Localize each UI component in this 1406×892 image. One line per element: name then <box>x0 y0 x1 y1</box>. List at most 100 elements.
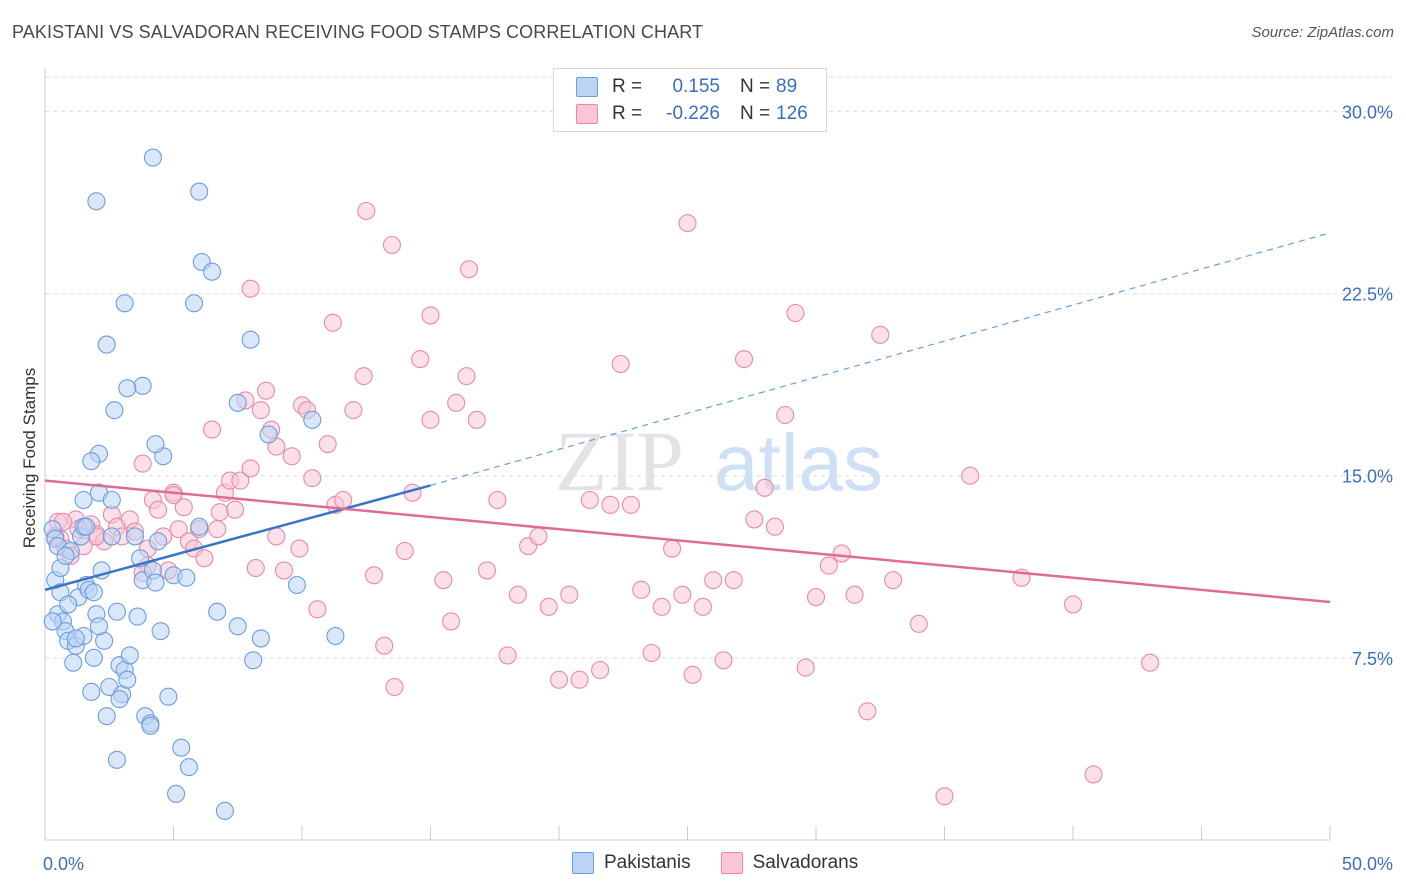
legend-r-label: R = <box>612 103 643 124</box>
legend-n-label: N = <box>740 103 771 124</box>
salvadoran-point <box>303 469 322 488</box>
x-tick-label: 50.0% <box>1342 854 1393 874</box>
pakistani-point <box>287 575 306 595</box>
pakistani-point <box>241 330 260 349</box>
pakistani-point <box>143 148 162 167</box>
salvadoran-point <box>195 549 214 568</box>
salvadoran-point <box>282 447 301 466</box>
pakistani-point <box>141 716 160 735</box>
legend-item-pakistanis[interactable]: Pakistanis <box>572 852 691 874</box>
salvadoran-point <box>884 571 903 590</box>
pakistani-point <box>128 607 147 626</box>
pakistani-point <box>115 294 134 313</box>
salvadoran-point <box>765 517 784 536</box>
salvadoran-point <box>632 580 651 599</box>
pakistani-point <box>228 393 247 412</box>
pakistani-point <box>77 517 96 536</box>
legend-r-value: 0.155 <box>672 76 720 97</box>
salvadoran-point <box>421 306 440 325</box>
chart-title: PAKISTANI VS SALVADORAN RECEIVING FOOD S… <box>12 22 704 42</box>
salvadoran-point <box>549 670 569 689</box>
salvadoran-point <box>704 571 723 590</box>
pakistani-point <box>179 758 198 777</box>
salvadoran-point <box>459 260 479 279</box>
pakistani-point <box>177 568 196 587</box>
salvadoran-point <box>246 558 265 578</box>
legend-item-salvadorans[interactable]: Salvadorans <box>720 852 858 874</box>
salvadoran-point <box>683 665 702 684</box>
salvadoran-point <box>256 381 276 400</box>
y-tick-label: 7.5% <box>1352 649 1393 669</box>
salvadoran-point <box>858 702 877 721</box>
salvadoran-point <box>508 585 527 604</box>
pakistani-point <box>102 527 121 546</box>
y-tick-label: 15.0% <box>1342 467 1393 487</box>
salvadoran-point <box>395 541 414 561</box>
salvadoran-point <box>678 214 697 233</box>
salvadoran-point <box>663 539 682 558</box>
pakistani-point <box>159 687 178 706</box>
legend-swatch-pakistanis <box>576 77 598 97</box>
salvadoran-point <box>776 405 795 425</box>
watermark-atlas: atlas <box>714 418 883 507</box>
salvadoran-point <box>580 490 599 510</box>
salvadoran-point <box>724 571 743 590</box>
salvadoran-point <box>149 500 168 519</box>
pakistani-point <box>87 192 106 211</box>
pakistani-point <box>228 617 247 636</box>
legend-r-value: -0.226 <box>666 103 720 124</box>
pakistani-point <box>107 750 127 769</box>
pakistani-point <box>66 629 85 648</box>
salvadoran-point <box>745 510 764 529</box>
pakistani-point <box>89 617 109 636</box>
salvadoran-point <box>323 313 342 332</box>
pakistani-point <box>203 262 222 281</box>
salvadoran-point <box>819 556 838 575</box>
salvadoran-point <box>267 527 286 546</box>
salvadoran-point <box>318 435 337 454</box>
pakistani-point <box>190 517 209 536</box>
pakistani-point <box>56 546 75 565</box>
salvadoran-point <box>909 614 928 633</box>
pakistani-point <box>118 670 137 689</box>
pakistani-point <box>172 738 191 757</box>
pakistani-point <box>102 490 121 510</box>
salvadoran-point <box>755 478 774 497</box>
pakistani-point <box>146 573 165 592</box>
salvadoran-point <box>1141 653 1160 672</box>
salvadoran-point <box>693 597 712 616</box>
pakistani-point <box>133 376 152 395</box>
watermark: ZIP atlas <box>555 413 883 509</box>
legend-row-pakistanis: R = 0.155 N = 89 <box>576 75 816 99</box>
salvadoran-point <box>796 658 815 677</box>
legend-swatch-salvadorans <box>720 852 743 874</box>
trend-lines <box>44 232 1331 604</box>
salvadoran-point <box>845 585 864 604</box>
salvadoran-point <box>786 303 805 323</box>
salvadoran-point <box>734 350 754 369</box>
salvadoran-point <box>673 585 692 604</box>
salvadoran-point <box>385 677 404 697</box>
salvadoran-point <box>832 544 851 563</box>
legend-n-value: 89 <box>776 76 798 97</box>
pakistani-point <box>251 629 270 648</box>
salvadoran-point <box>442 612 461 631</box>
salvadoran-point <box>251 401 270 420</box>
salvadoran-point <box>357 201 376 221</box>
pakistani-point <box>107 602 127 621</box>
salvadoran-point <box>290 539 309 558</box>
pakistani-point <box>74 490 93 510</box>
legend-swatch-pakistanis <box>572 852 594 874</box>
salvadoran-point <box>961 466 980 485</box>
salvadoran-point <box>375 636 394 655</box>
pakistani-point <box>82 452 101 471</box>
salvadoran-point <box>308 600 327 619</box>
pakistani-point <box>43 612 62 631</box>
source-label: Source: ZipAtlas.com <box>1251 24 1394 41</box>
salvadoran-point <box>382 235 402 255</box>
salvadoran-point <box>231 471 250 490</box>
pakistanis-trend-line <box>44 484 431 592</box>
salvadoran-point <box>334 490 353 510</box>
legend-label-pakistanis: Pakistanis <box>604 852 691 873</box>
salvadoran-point <box>621 495 641 514</box>
